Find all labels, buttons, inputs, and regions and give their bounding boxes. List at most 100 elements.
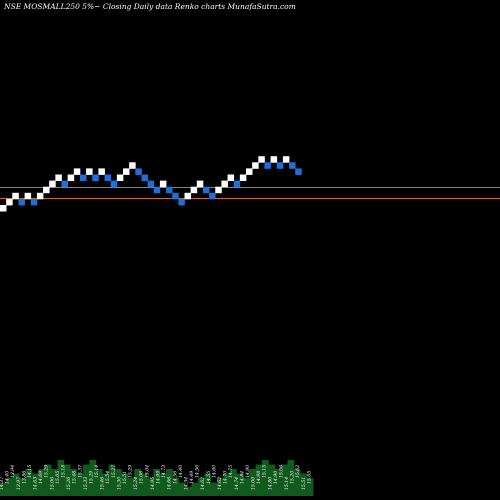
volume-bar bbox=[281, 464, 288, 496]
volume-bar bbox=[83, 464, 90, 496]
renko-brick-down bbox=[178, 198, 185, 206]
renko-brick-up bbox=[67, 174, 75, 181]
volume-label: 15.54 bbox=[105, 471, 111, 484]
volume-bar bbox=[287, 460, 295, 496]
volume-label: 14.69 bbox=[38, 471, 44, 484]
volume-bar bbox=[31, 473, 39, 496]
volume-label: 14.55 bbox=[206, 471, 212, 484]
renko-brick-down bbox=[172, 192, 179, 200]
renko-brick-up bbox=[36, 192, 44, 200]
renko-brick-up bbox=[86, 168, 93, 175]
renko-brick-up bbox=[159, 180, 167, 188]
renko-brick-up bbox=[98, 168, 105, 175]
volume-label: 15.62 bbox=[295, 465, 301, 478]
renko-brick-up bbox=[227, 174, 235, 181]
renko-brick-up bbox=[239, 174, 247, 181]
volume-bar bbox=[76, 473, 84, 496]
volume-label: 14.74 bbox=[234, 477, 240, 490]
volume-bar bbox=[249, 469, 256, 496]
volume-label: 15.46 bbox=[100, 477, 106, 490]
volume-label: 14.62 bbox=[200, 477, 206, 490]
volume-bar bbox=[217, 478, 224, 496]
volume-bar bbox=[293, 469, 301, 496]
volume-bar bbox=[255, 464, 263, 496]
renko-brick-down bbox=[264, 162, 271, 169]
volume-label: 15.51 bbox=[122, 471, 128, 484]
volume-label: 15.37 bbox=[77, 465, 83, 478]
volume-bar bbox=[229, 469, 237, 496]
renko-brick-up bbox=[270, 156, 278, 163]
volume-label: 15.06 bbox=[139, 471, 145, 484]
volume-bar bbox=[12, 473, 20, 496]
volume-label: 15.29 bbox=[44, 465, 50, 478]
volume-bar bbox=[153, 469, 161, 496]
renko-brick-up bbox=[73, 168, 81, 175]
volume-bar bbox=[51, 469, 58, 496]
volume-bar bbox=[300, 473, 308, 496]
volume-bar bbox=[63, 464, 71, 496]
renko-brick-up bbox=[129, 162, 136, 169]
volume-bar bbox=[127, 478, 135, 496]
volume-bar bbox=[198, 478, 205, 496]
volume-label: 14.95 bbox=[150, 477, 156, 490]
volume-bar bbox=[25, 469, 33, 496]
volume-bar bbox=[57, 460, 65, 496]
renko-brick-up bbox=[116, 174, 124, 181]
volume-label: 14.70 bbox=[223, 471, 229, 484]
volume-label: 14.37 bbox=[0, 477, 5, 490]
volume-bar bbox=[172, 478, 180, 496]
volume-bar bbox=[178, 482, 186, 496]
renko-brick-down bbox=[276, 162, 284, 169]
volume-label: 14.49 bbox=[189, 471, 195, 484]
volume-bar bbox=[89, 460, 97, 496]
volume-label: 15.06 bbox=[49, 477, 55, 490]
renko-brick-up bbox=[252, 162, 259, 169]
volume-label: 14.60 bbox=[211, 465, 217, 478]
renko-brick-down bbox=[233, 180, 241, 188]
volume-bar bbox=[261, 460, 269, 496]
renko-brick-up bbox=[24, 192, 32, 200]
renko-brick-down bbox=[110, 180, 118, 188]
volume-label: 15.24 bbox=[133, 477, 139, 490]
renko-brick-down bbox=[147, 180, 155, 188]
renko-brick-up bbox=[282, 156, 290, 163]
volume-label: 15.27 bbox=[111, 465, 117, 478]
renko-brick-down bbox=[135, 168, 142, 175]
renko-brick-down bbox=[289, 162, 296, 169]
volume-label: 15.65 bbox=[306, 471, 312, 484]
volume-label: 13.86 bbox=[21, 471, 27, 484]
volume-label: 14.15 bbox=[27, 465, 33, 478]
volume-bar bbox=[146, 478, 154, 496]
renko-brick-down bbox=[295, 168, 302, 175]
volume-label: 14.73 bbox=[161, 465, 167, 478]
renko-brick-down bbox=[104, 174, 112, 181]
renko-brick-down bbox=[209, 192, 216, 200]
volume-label: 14.40 bbox=[178, 465, 184, 478]
volume-label: 15.18 bbox=[60, 465, 66, 478]
renko-brick-up bbox=[184, 192, 191, 200]
volume-label: 14.40 bbox=[5, 471, 11, 484]
renko-brick-down bbox=[166, 186, 173, 194]
renko-brick-up bbox=[215, 186, 222, 194]
volume-label: 14.75 bbox=[228, 465, 234, 478]
volume-label: 15.29 bbox=[128, 465, 134, 478]
volume-bar bbox=[6, 478, 14, 496]
renko-brick-up bbox=[55, 174, 62, 181]
renko-brick-up bbox=[43, 186, 50, 194]
volume-label: 15.30 bbox=[116, 477, 122, 490]
volume-label: 15.33 bbox=[83, 477, 89, 490]
renko-brick-down bbox=[18, 198, 25, 206]
volume-label: 13.94 bbox=[10, 465, 16, 478]
renko-brick-down bbox=[202, 186, 210, 194]
renko-brick-up bbox=[49, 180, 56, 188]
renko-brick-down bbox=[30, 198, 38, 206]
renko-brick-up bbox=[221, 180, 228, 188]
volume-label: 15.05 bbox=[55, 471, 61, 484]
volume-bar bbox=[306, 478, 314, 496]
volume-bar bbox=[274, 469, 282, 496]
volume-bars bbox=[0, 460, 314, 496]
volume-label: 13.97 bbox=[16, 477, 22, 490]
renko-brick-down bbox=[61, 180, 68, 188]
